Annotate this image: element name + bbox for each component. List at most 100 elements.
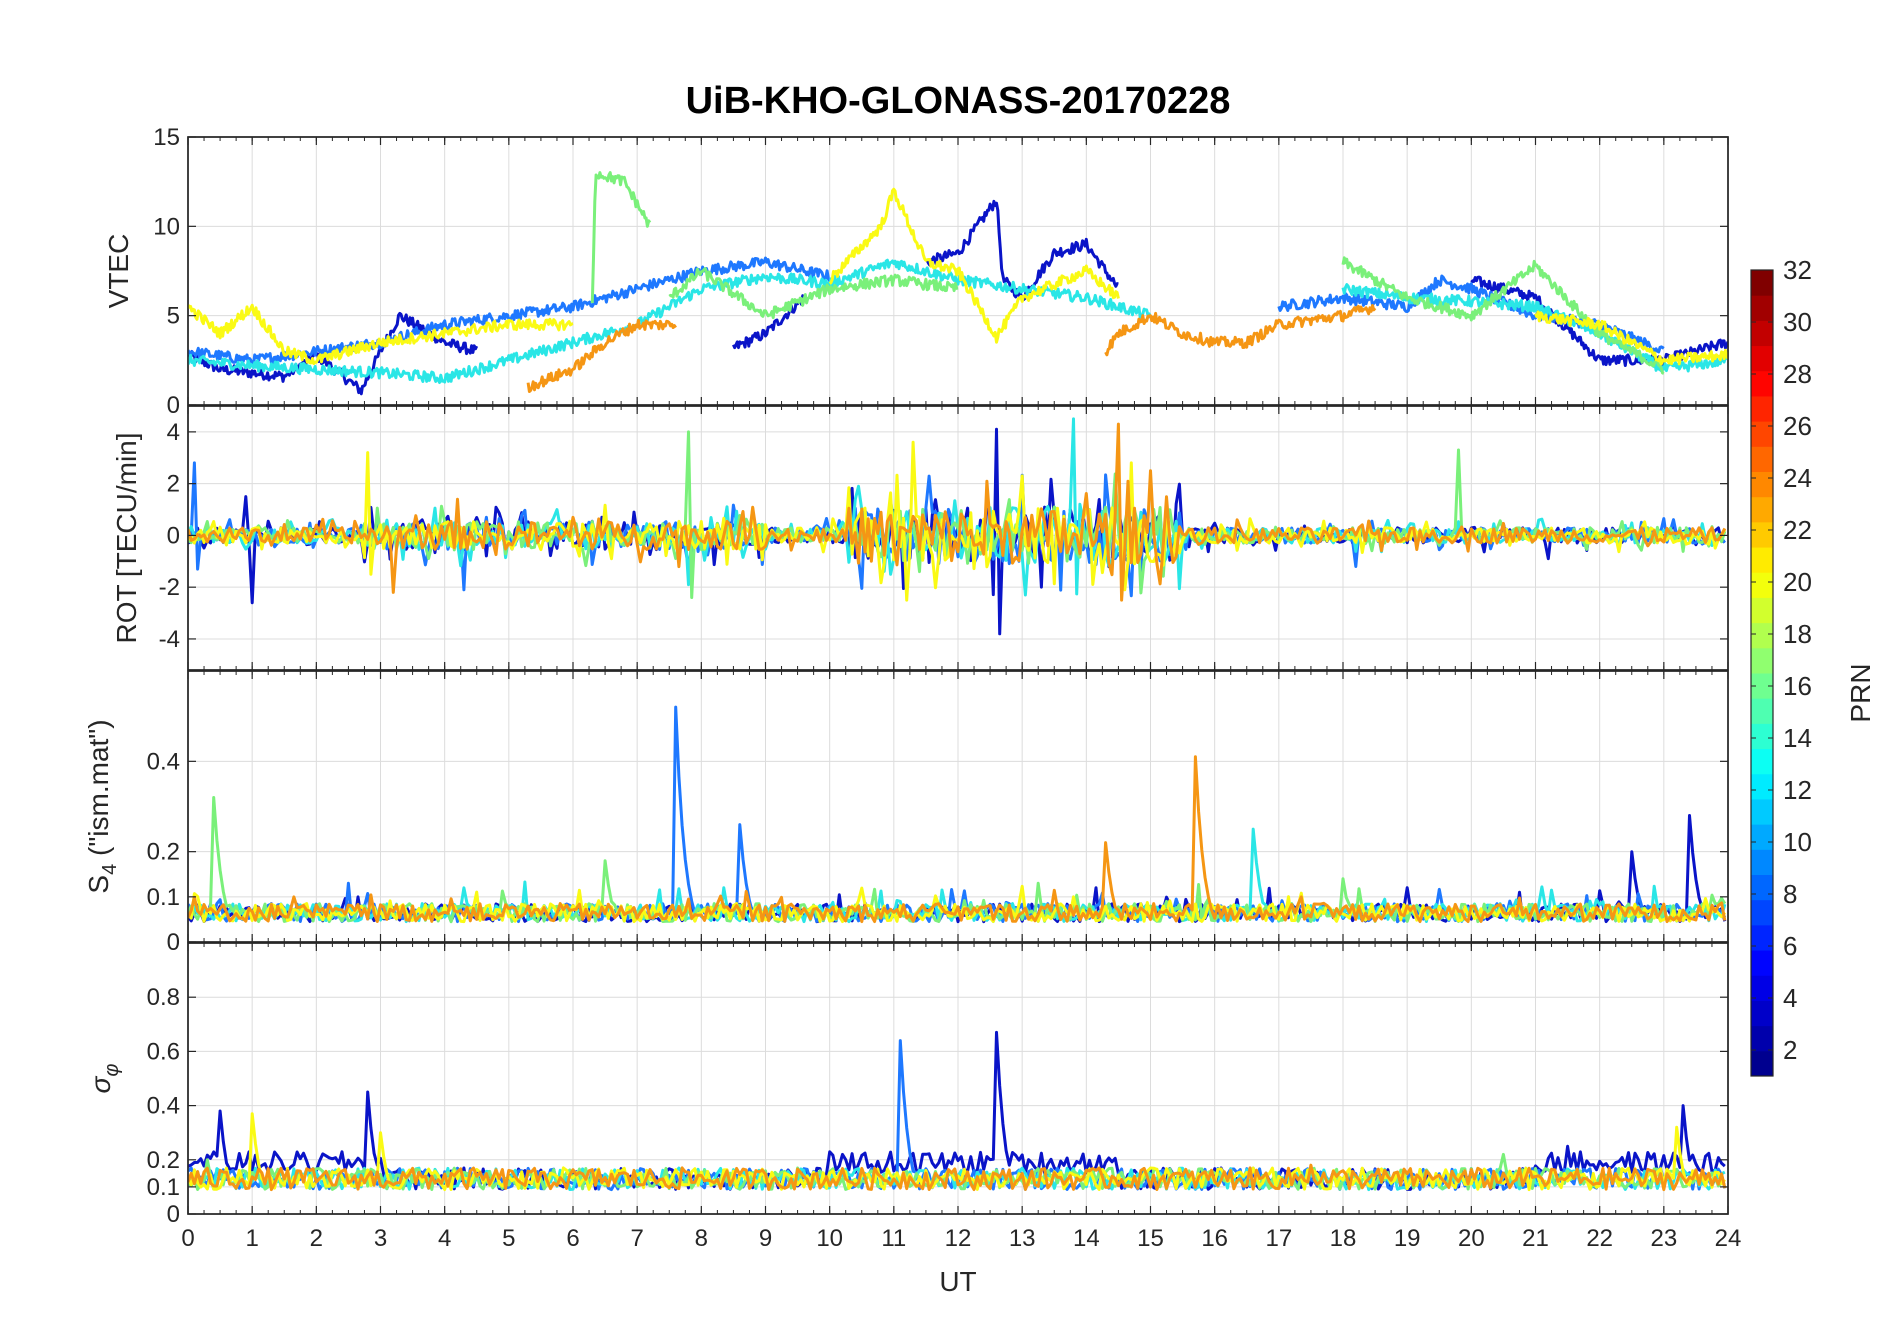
x-tick-label: 19 — [1394, 1225, 1421, 1252]
x-tick-label: 3 — [374, 1225, 387, 1252]
y-tick-label: 0 — [167, 392, 180, 419]
x-tick-label: 8 — [695, 1225, 708, 1252]
x-tick-label: 14 — [1073, 1225, 1100, 1252]
colorbar-tick-label: 30 — [1783, 307, 1812, 337]
colorbar-swatch — [1751, 622, 1773, 649]
panel-sigma: 00.10.2 0.4 0.6 0.8 σφ — [85, 942, 1729, 1228]
colorbar-swatch — [1751, 597, 1773, 624]
colorbar-tick-label: 20 — [1783, 567, 1812, 597]
colorbar-swatch — [1751, 572, 1773, 598]
series-line-prn-23 — [1104, 304, 1377, 357]
x-tick-label: 2 — [310, 1225, 323, 1252]
colorbar-swatch — [1751, 798, 1773, 825]
colorbar-swatch — [1751, 496, 1773, 523]
colorbar-swatch — [1751, 471, 1773, 498]
series-line-prn-16 — [590, 171, 652, 304]
x-tick-label: 18 — [1330, 1225, 1357, 1252]
x-tick-label: 17 — [1265, 1225, 1292, 1252]
x-tick-label: 10 — [816, 1225, 843, 1252]
colorbar-swatch — [1751, 874, 1773, 901]
colorbar-tick-label: 28 — [1783, 359, 1812, 389]
panel-border — [187, 405, 1729, 671]
x-tick-label: 16 — [1201, 1225, 1228, 1252]
x-tick-label: 5 — [502, 1225, 515, 1252]
x-tick-label: 9 — [759, 1225, 772, 1252]
series-line-prn-2 — [732, 294, 806, 350]
y-tick-label: 4 — [167, 419, 180, 446]
colorbar-swatch — [1751, 647, 1773, 674]
series-line-prn-20 — [1534, 310, 1728, 366]
series-group — [188, 705, 1727, 924]
colorbar-swatch — [1751, 849, 1773, 875]
colorbar-swatch — [1751, 723, 1773, 750]
colorbar-tick-label: 8 — [1783, 879, 1797, 909]
colorbar-tick-label: 26 — [1783, 411, 1812, 441]
x-tick-label: 0 — [181, 1225, 194, 1252]
panel-border — [187, 136, 1729, 406]
panel-s4: 0 0.1 0.2 0.4 S4 ("ism.mat") — [83, 670, 1729, 956]
colorbar-swatch — [1751, 421, 1773, 447]
y-tick-label: 0.1 — [147, 1174, 180, 1201]
series-line-prn-20 — [188, 303, 574, 366]
y-tick-label: 5 — [167, 303, 180, 330]
series-group — [188, 171, 1728, 396]
series-line-prn-20 — [828, 187, 1120, 344]
colorbar-swatch — [1751, 824, 1773, 850]
y-tick-label: 0 — [167, 929, 180, 956]
colorbar-swatch — [1751, 1025, 1773, 1052]
colorbar-swatch — [1751, 899, 1773, 926]
x-tick-label: 23 — [1650, 1225, 1677, 1252]
colorbar-swatch — [1751, 395, 1773, 422]
colorbar-tick-label: 18 — [1783, 619, 1812, 649]
y-axis-label-s4: S4 ("ism.mat") — [83, 719, 121, 893]
y-tick-label: 0.6 — [147, 1038, 180, 1065]
colorbar-swatch — [1751, 748, 1773, 775]
panel-border — [187, 670, 1729, 943]
colorbar-tick-label: 12 — [1783, 775, 1812, 805]
x-tick-label: 24 — [1715, 1225, 1742, 1252]
y-tick-label: 0.2 — [147, 839, 180, 866]
y-tick-label: 0 — [167, 1201, 180, 1228]
x-tick-label: 12 — [945, 1225, 972, 1252]
colorbar-swatch — [1751, 975, 1773, 1001]
colorbar-tick-label: 24 — [1783, 463, 1812, 493]
colorbar-swatch — [1751, 924, 1773, 951]
series-line-prn-23 — [188, 755, 1727, 924]
x-tick-label: 1 — [245, 1225, 258, 1252]
x-axis-label: UT — [939, 1266, 976, 1297]
x-tick-label: 20 — [1458, 1225, 1485, 1252]
y-tick-label: 0.4 — [147, 1093, 180, 1120]
colorbar-swatch — [1751, 1050, 1773, 1077]
x-tick-label: 6 — [566, 1225, 579, 1252]
y-tick-label: 0.4 — [147, 748, 180, 775]
colorbar-swatch — [1751, 547, 1773, 573]
y-tick-label: 0.2 — [147, 1147, 180, 1174]
panel-border — [187, 942, 1729, 1215]
colorbar-swatch — [1751, 320, 1773, 347]
panel-rot: -4 -2 0 2 4 ROT [TECU/min] — [111, 405, 1729, 671]
colorbar-swatch — [1751, 270, 1773, 296]
y-axis-label-sigma: σφ — [85, 1064, 123, 1094]
y-axis-label-vtec: VTEC — [103, 234, 134, 309]
colorbar-tick-label: 10 — [1783, 827, 1812, 857]
y-tick-label: 10 — [153, 213, 180, 240]
y-tick-label: 0.8 — [147, 984, 180, 1011]
colorbar-tick-label: 4 — [1783, 983, 1797, 1013]
x-tick-label: 7 — [630, 1225, 643, 1252]
series-line-prn-16 — [668, 267, 959, 320]
colorbar-label: PRN — [1845, 663, 1876, 722]
colorbar-tick-label: 32 — [1783, 255, 1812, 285]
x-tick-label: 22 — [1586, 1225, 1613, 1252]
x-tick-label: 4 — [438, 1225, 451, 1252]
colorbar-tick-label: 16 — [1783, 671, 1812, 701]
series-line-prn-23 — [526, 318, 677, 393]
colorbar-tick-label: 6 — [1783, 931, 1797, 961]
series-group — [188, 417, 1727, 636]
y-tick-label: 0.1 — [147, 884, 180, 911]
colorbar-frame — [1750, 269, 1774, 1077]
chart-title: UiB-KHO-GLONASS-20170228 — [686, 80, 1231, 122]
x-tick-label: 21 — [1522, 1225, 1549, 1252]
panel-vtec: 0 5 10 15 VTEC — [103, 124, 1729, 419]
